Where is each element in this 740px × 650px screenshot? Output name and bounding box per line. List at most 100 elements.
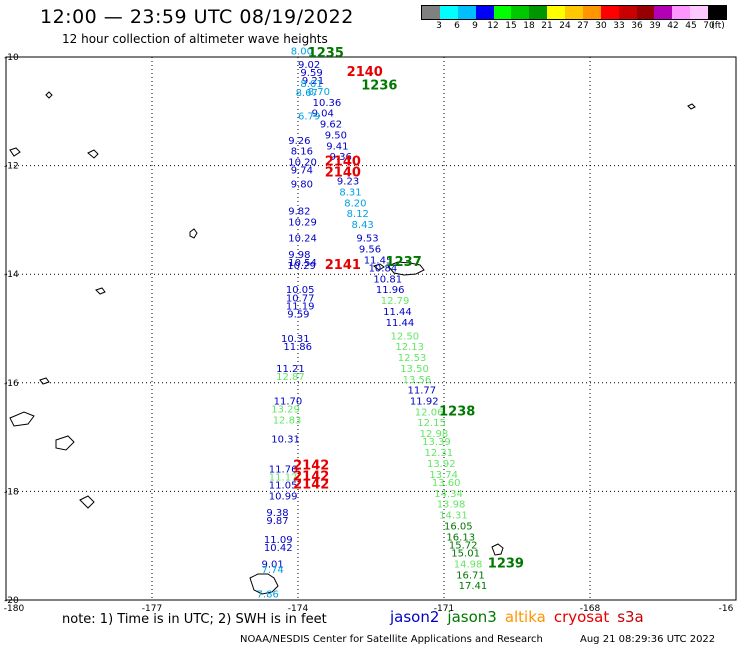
wave-height-value: 16.05 <box>444 521 473 532</box>
wave-height-value: 9.41 <box>326 141 348 152</box>
wave-height-value: 10.99 <box>269 492 298 503</box>
wave-height-value: 14.31 <box>439 511 468 522</box>
island-wallis <box>189 228 198 239</box>
wave-height-value: 11.70 <box>274 397 303 408</box>
wave-height-value: 10.31 <box>281 334 310 345</box>
wave-height-value: 8.67 <box>296 88 318 99</box>
colorbar-tick-label: 45 <box>685 21 697 31</box>
colorbar-swatch <box>654 6 673 19</box>
wave-height-value: 9.26 <box>288 136 310 147</box>
legend-entry-jason3: jason3 <box>447 608 497 626</box>
map-subtitle: 12 hour collection of altimeter wave hei… <box>62 32 328 46</box>
wave-height-value: 16.71 <box>456 570 485 581</box>
y-axis-label: -10 <box>4 53 19 63</box>
wave-height-value: 9.82 <box>288 206 310 217</box>
wave-height-value: 9.53 <box>356 234 378 245</box>
x-axis-label: -180 <box>4 604 25 614</box>
island-samoa <box>387 261 425 276</box>
wave-height-value: 13.74 <box>429 470 458 481</box>
island-fiji-2 <box>55 435 75 451</box>
wave-height-value: 10.84 <box>369 263 398 274</box>
y-axis-label: -20 <box>4 596 19 606</box>
wave-height-value: 7.86 <box>257 589 279 600</box>
island-small-3 <box>95 287 106 295</box>
pass-number-label: 1238 <box>439 404 475 419</box>
pass-number-label: 1236 <box>361 79 397 94</box>
x-axis-label: -171 <box>434 604 454 614</box>
wave-height-value: 7.74 <box>262 565 284 576</box>
colorbar-tick-label: 30 <box>595 21 607 31</box>
pass-number-label: 1235 <box>308 46 344 61</box>
wave-height-value: 10.20 <box>288 158 317 169</box>
colorbar-tick-label: 18 <box>523 21 535 31</box>
colorbar-tick-label: 27 <box>577 21 589 31</box>
legend-entry-altika: altika <box>504 608 546 626</box>
colorbar-swatch <box>422 6 440 19</box>
colorbar-tick-label: (ft) <box>711 21 725 31</box>
wave-height-value: 9.56 <box>359 244 381 255</box>
colorbar-tick-label: 70 <box>703 21 715 31</box>
colorbar-swatch <box>493 6 512 19</box>
colorbar-swatch <box>511 6 530 19</box>
wave-height-value: 12.53 <box>398 353 427 364</box>
map-title: 12:00 — 23:59 UTC 08/19/2022 <box>40 6 354 28</box>
wave-height-value: 9.87 <box>266 516 288 527</box>
island-tokelau <box>87 149 99 159</box>
pass-number-label: 2140 <box>325 165 361 180</box>
wave-height-value: 9.38 <box>266 508 288 519</box>
wave-height-value: 10.36 <box>313 98 342 109</box>
wave-height-value: 12.50 <box>390 331 419 342</box>
wave-height-value: 15.01 <box>451 549 480 560</box>
track-labels-layer: 1235214012362140214012372141123821422142… <box>293 46 524 571</box>
colorbar-tick-label: 24 <box>559 21 571 31</box>
island-fiji-1 <box>9 411 35 427</box>
wave-height-value: 15.72 <box>449 540 478 551</box>
wave-height-value: 11.76 <box>269 464 298 475</box>
wave-height-value: 11.86 <box>283 342 312 353</box>
wave-height-value: 10.42 <box>264 543 293 554</box>
y-axis-label: -12 <box>4 162 19 172</box>
colorbar-tick-label: 9 <box>472 21 478 31</box>
wave-height-value: 10.29 <box>287 261 316 272</box>
pass-number-label: 2142 <box>293 478 329 493</box>
wave-height-value: 11.96 <box>376 285 405 296</box>
observations-layer: 8.009.029.599.218.018.708.6710.369.046.7… <box>257 46 488 600</box>
pass-number-label: 2140 <box>347 65 383 80</box>
pass-number-label: 2142 <box>293 470 329 485</box>
colorbar-swatch <box>690 6 708 19</box>
colorbar-swatch <box>547 6 565 19</box>
pass-number-label: 2140 <box>325 155 361 170</box>
wave-height-value: 12.06 <box>415 407 444 418</box>
generated-timestamp: Aug 21 08:29:36 UTC 2022 <box>580 634 716 645</box>
wave-height-value: 8.43 <box>352 220 374 231</box>
map-border <box>5 56 737 601</box>
wave-height-value: 8.00 <box>291 46 313 57</box>
credit-line: NOAA/NESDIS Center for Satellite Applica… <box>240 634 543 645</box>
wave-height-value: 9.04 <box>312 109 334 120</box>
wave-height-value: 11.09 <box>264 535 293 546</box>
footnote: note: 1) Time is in UTC; 2) SWH is in fe… <box>62 612 327 627</box>
wave-height-value: 9.36 <box>330 152 352 163</box>
wave-height-value: 9.01 <box>262 559 284 570</box>
colorbar-tick-label: 36 <box>631 21 643 31</box>
wave-height-value: 12.31 <box>425 448 454 459</box>
colorbar-swatch <box>439 6 458 19</box>
wave-height-value: 13.98 <box>437 500 466 511</box>
wave-height-value: 12.13 <box>395 342 424 353</box>
wave-height-value: 17.41 <box>459 581 488 592</box>
island-small-4 <box>39 377 50 385</box>
x-axis-label: -168 <box>580 604 601 614</box>
wave-height-value: 13.29 <box>271 405 300 416</box>
x-axis-label: -16 <box>719 604 734 614</box>
colorbar-tick-label: 21 <box>541 21 553 31</box>
pass-number-label: 1239 <box>488 556 524 571</box>
colorbar-swatch <box>582 6 601 19</box>
wave-height-value: 10.81 <box>373 274 402 285</box>
wave-height-value: 9.62 <box>320 120 342 131</box>
wave-height-value: 10.24 <box>288 234 317 245</box>
island-fiji-3 <box>79 495 95 509</box>
map-frame <box>5 56 737 601</box>
legend-entry-jason2: jason2 <box>390 608 440 626</box>
colorbar-tick-label: 33 <box>613 21 625 31</box>
